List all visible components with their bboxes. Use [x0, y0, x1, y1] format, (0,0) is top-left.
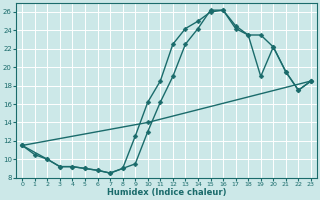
- X-axis label: Humidex (Indice chaleur): Humidex (Indice chaleur): [107, 188, 226, 197]
